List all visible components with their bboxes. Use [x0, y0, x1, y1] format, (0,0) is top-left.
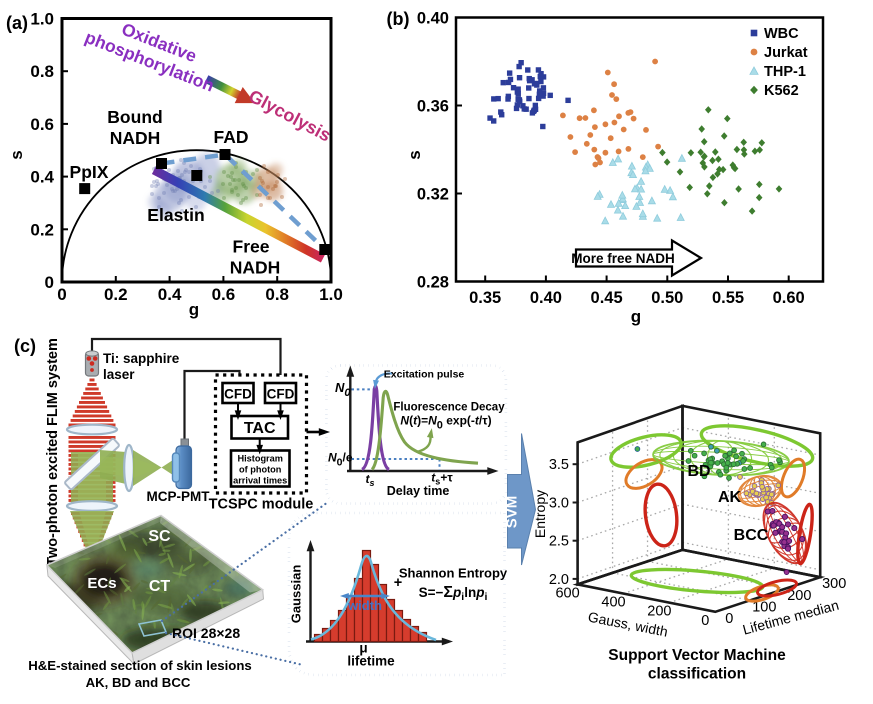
svg-text:600: 600 — [555, 585, 579, 601]
svg-text:0.4: 0.4 — [30, 168, 54, 187]
svg-text:Delay time: Delay time — [387, 484, 450, 498]
svg-text:CT: CT — [149, 578, 171, 595]
svg-text:0.8: 0.8 — [30, 62, 54, 81]
svg-text:K562: K562 — [764, 83, 799, 99]
svg-text:Elastin: Elastin — [147, 205, 204, 225]
svg-text:0.40: 0.40 — [417, 10, 449, 28]
svg-text:300: 300 — [822, 576, 846, 592]
svg-text:TCSPC module: TCSPC module — [209, 497, 314, 513]
svg-text:PpIX: PpIX — [70, 162, 109, 182]
svg-text:THP-1: THP-1 — [764, 64, 806, 80]
svg-text:Fluorescence Decay: Fluorescence Decay — [393, 402, 505, 414]
svg-text:SC: SC — [148, 528, 171, 545]
svg-text:0: 0 — [45, 273, 54, 292]
svg-text:0.2: 0.2 — [104, 285, 128, 304]
svg-text:0.40: 0.40 — [530, 289, 562, 307]
svg-text:BCC: BCC — [734, 527, 769, 544]
svg-text:Entropy: Entropy — [532, 490, 548, 538]
svg-text:CFD: CFD — [267, 387, 295, 402]
svg-text:2.0: 2.0 — [549, 572, 569, 588]
svg-text:0.60: 0.60 — [773, 289, 805, 307]
svg-text:0.2: 0.2 — [30, 220, 54, 239]
svg-text:200: 200 — [787, 588, 811, 604]
svg-text:100: 100 — [752, 599, 776, 615]
svg-text:Shannon Entropy: Shannon Entropy — [399, 566, 508, 581]
svg-text:S=−Σpilnpi: S=−Σpilnpi — [419, 584, 488, 603]
svg-text:Bound: Bound — [107, 107, 162, 127]
svg-text:s: s — [405, 150, 424, 159]
svg-text:+: + — [394, 575, 402, 591]
svg-text:Jurkat: Jurkat — [764, 45, 808, 61]
svg-text:lifetime: lifetime — [347, 654, 395, 669]
svg-text:AK: AK — [718, 489, 742, 506]
svg-text:N(t)=N0 exp(-t/τ): N(t)=N0 exp(-t/τ) — [400, 414, 491, 432]
svg-text:400: 400 — [601, 595, 625, 611]
svg-text:0.45: 0.45 — [591, 289, 623, 307]
svg-text:arrival times: arrival times — [233, 476, 287, 486]
svg-text:N0/e: N0/e — [328, 451, 353, 469]
svg-text:WBC: WBC — [764, 26, 799, 42]
svg-text:3.5: 3.5 — [549, 457, 569, 473]
svg-text:classification: classification — [648, 666, 746, 683]
svg-text:(b): (b) — [387, 9, 410, 29]
svg-text:More free NADH: More free NADH — [571, 251, 675, 266]
svg-text:Ti: sapphire: Ti: sapphire — [103, 351, 180, 366]
svg-text:TAC: TAC — [244, 420, 276, 437]
svg-text:g: g — [189, 300, 199, 319]
svg-text:(a): (a) — [6, 13, 28, 33]
svg-text:0.6: 0.6 — [30, 115, 54, 134]
svg-text:of photon: of photon — [239, 465, 282, 475]
svg-text:CFD: CFD — [224, 387, 252, 402]
svg-text:Support Vector Machine: Support Vector Machine — [608, 647, 786, 664]
svg-text:1.0: 1.0 — [30, 10, 54, 29]
svg-text:1.0: 1.0 — [319, 285, 343, 304]
svg-text:Free: Free — [233, 237, 270, 257]
svg-text:Excitation pulse: Excitation pulse — [384, 369, 465, 381]
svg-text:0.36: 0.36 — [417, 98, 449, 116]
svg-text:0: 0 — [701, 613, 709, 629]
svg-text:BD: BD — [687, 463, 710, 480]
svg-text:width: width — [347, 598, 382, 613]
svg-text:ROI 28×28: ROI 28×28 — [172, 625, 240, 641]
svg-text:AK, BD and BCC: AK, BD and BCC — [86, 675, 191, 690]
svg-text:NADH: NADH — [230, 258, 281, 278]
svg-text:0.35: 0.35 — [469, 289, 501, 307]
svg-text:H&E-stained section of skin le: H&E-stained section of skin lesions — [28, 658, 252, 673]
svg-text:0.28: 0.28 — [417, 274, 449, 292]
svg-text:g: g — [631, 307, 641, 326]
svg-text:MCP-PMT: MCP-PMT — [147, 489, 211, 504]
svg-text:ECs: ECs — [87, 575, 116, 592]
svg-text:Two-photon excited FLIM system: Two-photon excited FLIM system — [45, 338, 61, 566]
svg-text:s: s — [7, 150, 26, 159]
svg-text:Histogram: Histogram — [237, 454, 282, 464]
svg-text:3.0: 3.0 — [549, 496, 569, 512]
svg-text:SVM: SVM — [504, 496, 521, 529]
svg-text:ts+τ: ts+τ — [431, 471, 453, 487]
svg-text:0: 0 — [725, 611, 733, 627]
svg-text:μ: μ — [359, 641, 367, 656]
svg-text:2.5: 2.5 — [549, 534, 569, 550]
svg-text:200: 200 — [647, 604, 671, 620]
svg-text:(c): (c) — [14, 336, 36, 356]
svg-text:Gaussian: Gaussian — [289, 565, 304, 624]
svg-text:0.55: 0.55 — [712, 289, 744, 307]
svg-text:ts: ts — [365, 472, 374, 488]
svg-text:laser: laser — [103, 367, 135, 382]
svg-text:0.50: 0.50 — [651, 289, 683, 307]
svg-text:0.6: 0.6 — [212, 285, 236, 304]
svg-text:0: 0 — [57, 285, 66, 304]
svg-text:0.8: 0.8 — [265, 285, 289, 304]
svg-text:0.4: 0.4 — [158, 285, 182, 304]
svg-text:FAD: FAD — [214, 127, 249, 147]
svg-text:NADH: NADH — [110, 128, 161, 148]
svg-text:0.32: 0.32 — [417, 186, 449, 204]
